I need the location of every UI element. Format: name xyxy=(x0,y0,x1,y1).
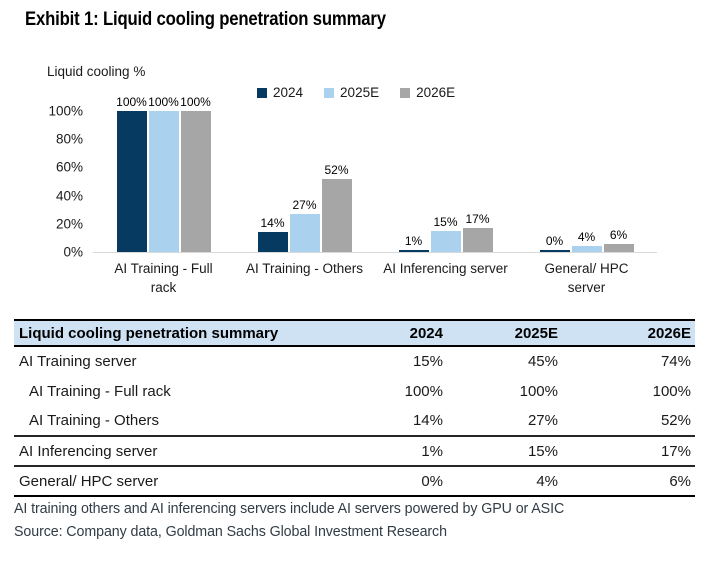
bar-value-label: 0% xyxy=(545,234,564,248)
bar-2026e-general-hpc-server: 6% xyxy=(603,228,634,252)
table-cell-2024: 1% xyxy=(421,442,443,460)
table-cell-2025e: 15% xyxy=(527,442,558,460)
bar-2025e-ai-training-others: 27% xyxy=(289,198,320,252)
bar-value-label: 4% xyxy=(577,230,596,245)
bar-value-label: 100% xyxy=(148,95,179,109)
bar-2024-ai-training-full-rack: 100% xyxy=(116,95,147,252)
x-category-label-ai-training-others: AI Training - Others xyxy=(246,259,363,278)
x-category-label-line: AI Training - Full xyxy=(114,261,213,276)
plot-area: 100% 100% 100% AI Training - Full rack 14% 27%… xyxy=(93,95,657,295)
table-cell-2026e: 6% xyxy=(669,472,691,490)
x-category-label-line: AI Training - Others xyxy=(245,261,364,276)
table-cell-2026e: 17% xyxy=(660,442,691,460)
x-category-label-line: rack xyxy=(150,280,177,295)
table-cell-2025e: 100% xyxy=(519,382,558,400)
y-tick-label: 0% xyxy=(63,244,83,260)
bar-2026e-ai-training-full-rack: 100% xyxy=(180,95,211,252)
y-tick-label: 80% xyxy=(55,131,83,147)
table-cell-2026e: 100% xyxy=(652,382,691,400)
bar-2024-ai-training-others: 14% xyxy=(257,216,288,252)
bar-value-label: 52% xyxy=(324,162,349,177)
table-cell-2024: 0% xyxy=(421,472,443,490)
table-header-title: Liquid cooling penetration summary xyxy=(19,324,279,342)
table-cell-2025e: 27% xyxy=(527,412,558,429)
bar-2025e-ai-inferencing-server: 15% xyxy=(430,215,461,252)
legend-item-2024: 2024 xyxy=(257,85,303,100)
x-category-label-ai-inferencing-server: AI Inferencing server xyxy=(383,259,508,278)
x-category-label-line: server xyxy=(567,280,606,295)
bar-2025e-general-hpc-server: 4% xyxy=(571,230,602,252)
legend-item-2025e: 2025E xyxy=(324,85,379,100)
table-cell-2026e: 52% xyxy=(660,412,691,429)
table-row-ai-training-full-rack: AI Training - Full rack 100% 100% 100% xyxy=(14,376,695,406)
bar-group-ai-inferencing-server: 1% 15% 17% AI Inferencing server xyxy=(383,111,508,276)
bar-2026e-ai-inferencing-server: 17% xyxy=(462,212,493,252)
table-row-ai-training-server: AI Training server 15% 45% 74% xyxy=(14,346,695,376)
table-cell-2026e: 74% xyxy=(660,353,691,370)
y-tick-label: 100% xyxy=(48,103,83,119)
x-category-label-ai-training-full-rack: AI Training - Full rack xyxy=(114,259,212,297)
legend-label: 2026E xyxy=(416,85,456,100)
source-note: Source: Company data, Goldman Sachs Glob… xyxy=(14,523,447,540)
x-category-label-general-hpc-server: General/ HPC server xyxy=(544,259,628,297)
table-row-label: AI Training server xyxy=(19,353,137,370)
bar-value-label: 27% xyxy=(292,197,317,212)
bar-group-general-hpc-server: 0% 4% 6% General/ HPC server xyxy=(539,111,634,295)
exhibit-title: Exhibit 1: Liquid cooling penetration su… xyxy=(25,9,386,30)
table-cell-2024: 100% xyxy=(404,382,443,400)
table-row-label: AI Training - Full rack xyxy=(29,382,171,400)
x-category-label-line: General/ HPC xyxy=(544,261,629,276)
table-cell-2025e: 4% xyxy=(536,472,558,490)
summary-table: Liquid cooling penetration summary 2024 … xyxy=(14,319,695,497)
bar-2025e-ai-training-full-rack: 100% xyxy=(148,95,179,252)
legend-label: 2024 xyxy=(273,85,304,100)
table-row-ai-training-others: AI Training - Others 14% 27% 52% xyxy=(14,406,695,436)
y-tick-label: 40% xyxy=(55,188,83,204)
table-header-2026e: 2026E xyxy=(647,324,691,342)
bar-value-label: 6% xyxy=(609,227,628,242)
liquid-cooling-bar-chart: Liquid cooling % 2024 2025E 2026E 100% 80% 6… xyxy=(0,60,665,315)
bar-value-label: 1% xyxy=(404,234,423,248)
legend-swatch-2026e xyxy=(400,87,411,98)
table-row-label: AI Training - Others xyxy=(29,412,160,429)
table-row-general-hpc-server: General/ HPC server 0% 4% 6% xyxy=(14,466,695,496)
table-cell-2024: 15% xyxy=(412,353,443,370)
table-header-row: Liquid cooling penetration summary 2024 … xyxy=(14,320,695,346)
legend-swatch-2025e xyxy=(324,87,335,98)
table-row-label: General/ HPC server xyxy=(19,472,159,490)
legend-item-2026e: 2026E xyxy=(400,85,455,100)
x-category-label-line: AI Inferencing server xyxy=(383,261,508,276)
table-cell-2024: 14% xyxy=(412,412,443,429)
y-axis: 100% 80% 60% 40% 20% 0% xyxy=(0,104,93,260)
bar-group-ai-training-others: 14% 27% 52% AI Training - Others xyxy=(246,111,363,276)
table-cell-2025e: 45% xyxy=(527,353,558,370)
footnote: AI training others and AI inferencing se… xyxy=(14,500,565,517)
bar-value-label: 100% xyxy=(116,95,147,109)
bar-value-label: 100% xyxy=(180,95,211,109)
y-tick-label: 60% xyxy=(55,159,83,175)
bar-value-label: 17% xyxy=(465,212,490,227)
bar-2024-general-hpc-server: 0% xyxy=(539,234,570,252)
bar-value-label: 14% xyxy=(260,216,285,231)
table-header-2025e: 2025E xyxy=(514,324,558,342)
summary-table-head: Liquid cooling penetration summary 2024 … xyxy=(14,320,695,346)
bar-2026e-ai-training-others: 52% xyxy=(321,163,352,252)
bar-group-ai-training-full-rack: 100% 100% 100% AI Training - Full rack xyxy=(114,95,212,295)
chart-legend: 2024 2025E 2026E xyxy=(257,85,455,100)
plot-wrap: 100% 80% 60% 40% 20% 0% 100% 100% 100% AI Traini… xyxy=(0,95,657,295)
chart-axis-title: Liquid cooling % xyxy=(47,64,146,79)
summary-table-body: AI Training server 15% 45% 74% AI Training -… xyxy=(14,346,695,496)
table-row-label: AI Inferencing server xyxy=(19,442,158,460)
bar-2024-ai-inferencing-server: 1% xyxy=(398,234,429,252)
legend-swatch-2024 xyxy=(257,87,267,98)
legend-label: 2025E xyxy=(340,85,380,100)
table-row-ai-inferencing-server: AI Inferencing server 1% 15% 17% xyxy=(14,436,695,466)
bar-value-label: 15% xyxy=(433,214,458,229)
y-tick-label: 20% xyxy=(55,216,83,232)
table-header-2024: 2024 xyxy=(409,324,443,342)
